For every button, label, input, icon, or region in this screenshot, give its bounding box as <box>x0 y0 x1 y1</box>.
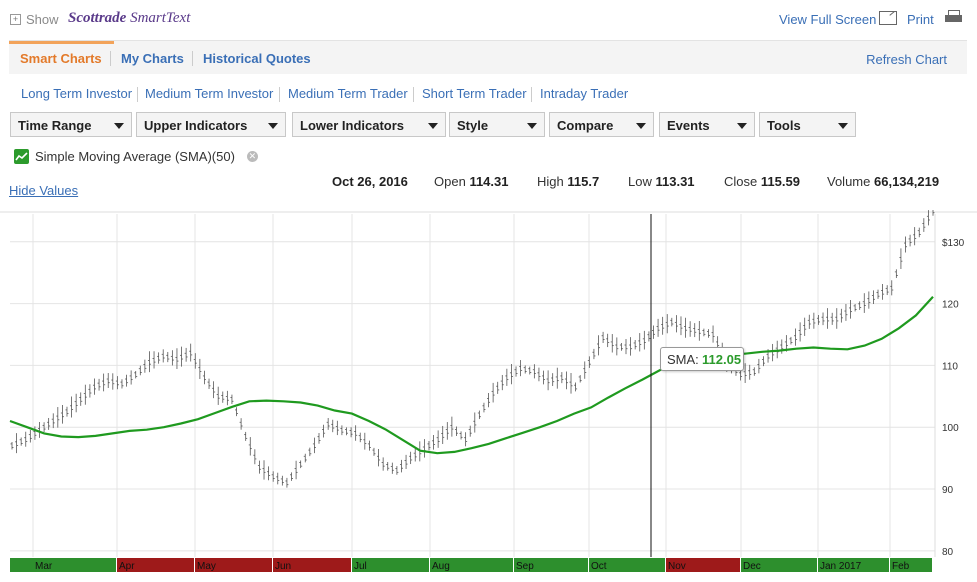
month-band <box>195 558 272 572</box>
upper-indicators-dropdown[interactable]: Upper Indicators <box>136 112 286 137</box>
y-tick-label: 80 <box>942 547 954 558</box>
quote-volume: Volume 66,134,219 <box>827 174 940 189</box>
chevron-down-icon <box>737 123 747 129</box>
quote-close: Close 115.59 <box>724 174 800 189</box>
indicator-label: Simple Moving Average (SMA)(50) <box>35 149 235 164</box>
lower-indicators-dropdown[interactable]: Lower Indicators <box>292 112 446 137</box>
y-tick-label: 120 <box>942 300 959 311</box>
month-band <box>666 558 740 572</box>
preset-divider <box>531 87 532 102</box>
brand-logo: Scottrade SmartText <box>68 10 191 26</box>
y-tick-label: 110 <box>942 361 958 372</box>
time-range-dropdown[interactable]: Time Range <box>10 112 132 137</box>
x-month-label: Jan 2017 <box>820 561 862 572</box>
chevron-down-icon <box>838 123 848 129</box>
month-band <box>741 558 817 572</box>
x-month-label: May <box>197 561 216 572</box>
preset-medium-term-investor[interactable]: Medium Term Investor <box>145 86 274 101</box>
quote-date: Oct 26, 2016 <box>332 174 408 189</box>
hide-values-link[interactable]: Hide Values <box>9 183 79 198</box>
view-full-screen-link[interactable]: View Full Screen <box>779 12 877 27</box>
tab-my-charts[interactable]: My Charts <box>121 51 184 66</box>
x-month-label: Oct <box>591 561 607 572</box>
preset-divider <box>137 87 138 102</box>
month-band-start <box>10 558 33 572</box>
quote-low: Low 113.31 <box>628 174 695 189</box>
tools-dropdown[interactable]: Tools <box>759 112 856 137</box>
month-band <box>117 558 194 572</box>
tab-historical-quotes[interactable]: Historical Quotes <box>203 51 311 66</box>
preset-short-term-trader[interactable]: Short Term Trader <box>422 86 527 101</box>
chevron-down-icon <box>428 123 438 129</box>
quote-high: High 115.7 <box>537 174 600 189</box>
chevron-down-icon <box>114 123 124 129</box>
preset-divider <box>413 87 414 102</box>
x-month-label: Dec <box>743 561 761 572</box>
tab-divider <box>192 51 193 66</box>
preset-long-term-investor[interactable]: Long Term Investor <box>21 86 133 101</box>
tab-smart-charts[interactable]: Smart Charts <box>20 51 102 66</box>
x-month-label: Jun <box>275 561 291 572</box>
month-band <box>33 558 116 572</box>
show-label: Show <box>26 12 59 27</box>
price-chart[interactable]: $130 120 110 100 90 80 Mar Apr May Jun Jul Aug Sep Oc… <box>0 210 977 582</box>
preset-divider <box>279 87 280 102</box>
full-screen-icon[interactable] <box>879 11 897 25</box>
active-tab-indicator <box>9 41 114 44</box>
chevron-down-icon <box>636 123 646 129</box>
x-month-label: Nov <box>668 561 686 572</box>
printer-icon[interactable] <box>945 10 962 25</box>
line-chart-icon <box>14 149 29 164</box>
y-tick-label: 90 <box>942 485 954 496</box>
chevron-down-icon <box>268 123 278 129</box>
month-band <box>352 558 429 572</box>
top-bar: + Show Scottrade SmartText View Full Scr… <box>0 0 977 40</box>
show-toggle[interactable]: + Show <box>10 12 59 27</box>
chevron-down-icon <box>527 123 537 129</box>
refresh-chart-link[interactable]: Refresh Chart <box>866 52 947 67</box>
month-band <box>818 558 889 572</box>
x-month-label: Sep <box>516 561 534 572</box>
month-band <box>430 558 513 572</box>
preset-medium-term-trader[interactable]: Medium Term Trader <box>288 86 408 101</box>
tab-bar: Smart Charts My Charts Historical Quotes… <box>9 40 967 74</box>
tab-divider <box>110 51 111 66</box>
events-dropdown[interactable]: Events <box>659 112 755 137</box>
active-indicator: Simple Moving Average (SMA)(50) ✕ <box>14 149 258 164</box>
compare-dropdown[interactable]: Compare <box>549 112 654 137</box>
print-link[interactable]: Print <box>907 12 934 27</box>
remove-indicator-icon[interactable]: ✕ <box>246 151 258 162</box>
month-band <box>589 558 665 572</box>
sma-tooltip: SMA: 112.05 <box>660 347 744 371</box>
x-month-label: Aug <box>432 561 450 572</box>
expand-icon: + <box>10 14 21 25</box>
sma-line <box>9 296 934 455</box>
month-band <box>273 558 351 572</box>
x-month-label: Jul <box>354 561 367 572</box>
quote-open: Open 114.31 <box>434 174 509 189</box>
y-tick-label: 100 <box>942 423 959 434</box>
x-month-label: Apr <box>119 561 135 572</box>
preset-intraday-trader[interactable]: Intraday Trader <box>540 86 629 101</box>
y-tick-label: $130 <box>942 238 965 249</box>
month-band <box>890 558 932 572</box>
x-month-label: Mar <box>35 561 53 572</box>
month-band <box>514 558 588 572</box>
style-dropdown[interactable]: Style <box>449 112 545 137</box>
x-month-label: Feb <box>892 561 910 572</box>
